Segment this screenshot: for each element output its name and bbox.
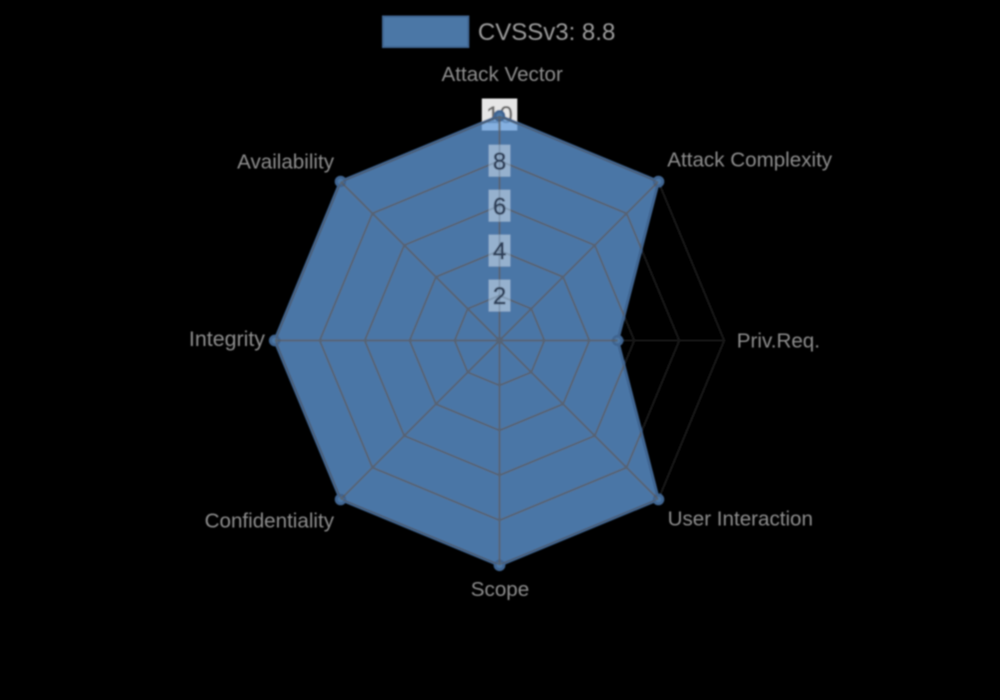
- svg-text:User Interaction: User Interaction: [668, 508, 813, 531]
- svg-text:Availability: Availability: [237, 151, 335, 174]
- svg-text:Integrity: Integrity: [189, 327, 265, 351]
- svg-text:Attack Vector: Attack Vector: [442, 63, 563, 86]
- svg-text:Scope: Scope: [471, 578, 529, 601]
- svg-text:6: 6: [493, 193, 506, 220]
- svg-text:4: 4: [493, 238, 506, 265]
- svg-text:2: 2: [493, 283, 506, 310]
- svg-text:8: 8: [493, 148, 506, 175]
- svg-text:CVSSv3: 8.8: CVSSv3: 8.8: [478, 19, 615, 46]
- svg-text:Confidentiality: Confidentiality: [205, 510, 335, 533]
- svg-text:Priv.Req.: Priv.Req.: [737, 329, 820, 352]
- svg-text:Attack Complexity: Attack Complexity: [667, 148, 833, 171]
